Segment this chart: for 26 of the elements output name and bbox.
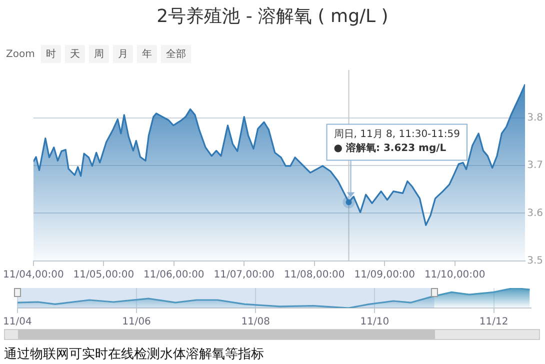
y-tick-label: 3.6 [527, 208, 544, 219]
text: 周 [88, 45, 109, 63]
x-tick-label: 11/04 [2, 316, 32, 328]
x-tick-label: 11/08 [241, 316, 270, 328]
text: 天 [64, 45, 85, 63]
y-tick-label: 3.7 [527, 160, 544, 172]
x-tick-label: 11/10 [360, 316, 390, 328]
text: 月 [112, 45, 133, 63]
x-tick-label: 11/04,00:00 [2, 270, 64, 281]
x-tick-label: 11/12 [479, 316, 508, 328]
y-tick-label: 3.8 [527, 112, 544, 124]
text: 通过物联网可实时在线检测水体溶解氧等指标 [4, 346, 264, 363]
text: 全部 [160, 45, 191, 63]
x-tick-label: 11/07,00:00 [214, 270, 275, 281]
x-tick-label: 11/08,00:00 [284, 270, 345, 281]
y-tick-label: 3.5 [527, 256, 544, 267]
x-tick-label: 11/06 [122, 316, 151, 328]
x-tick-label: 11/06,00:00 [143, 270, 204, 281]
x-tick-label: 11/05,00:00 [73, 270, 134, 281]
text: 年 [136, 45, 157, 63]
text: Zoom [5, 48, 36, 62]
x-tick-label: 11/10,00:00 [424, 270, 486, 281]
chart-title: 2号养殖池 - 溶解氧 ( mg/L ) [156, 5, 390, 28]
annotation: 周日, 11月 8, 11:30-11:59 ● 溶解氧: 3.623 mg/L [334, 128, 460, 154]
x-tick-label: 11/09,00:00 [354, 270, 416, 281]
text: 时 [40, 45, 61, 63]
